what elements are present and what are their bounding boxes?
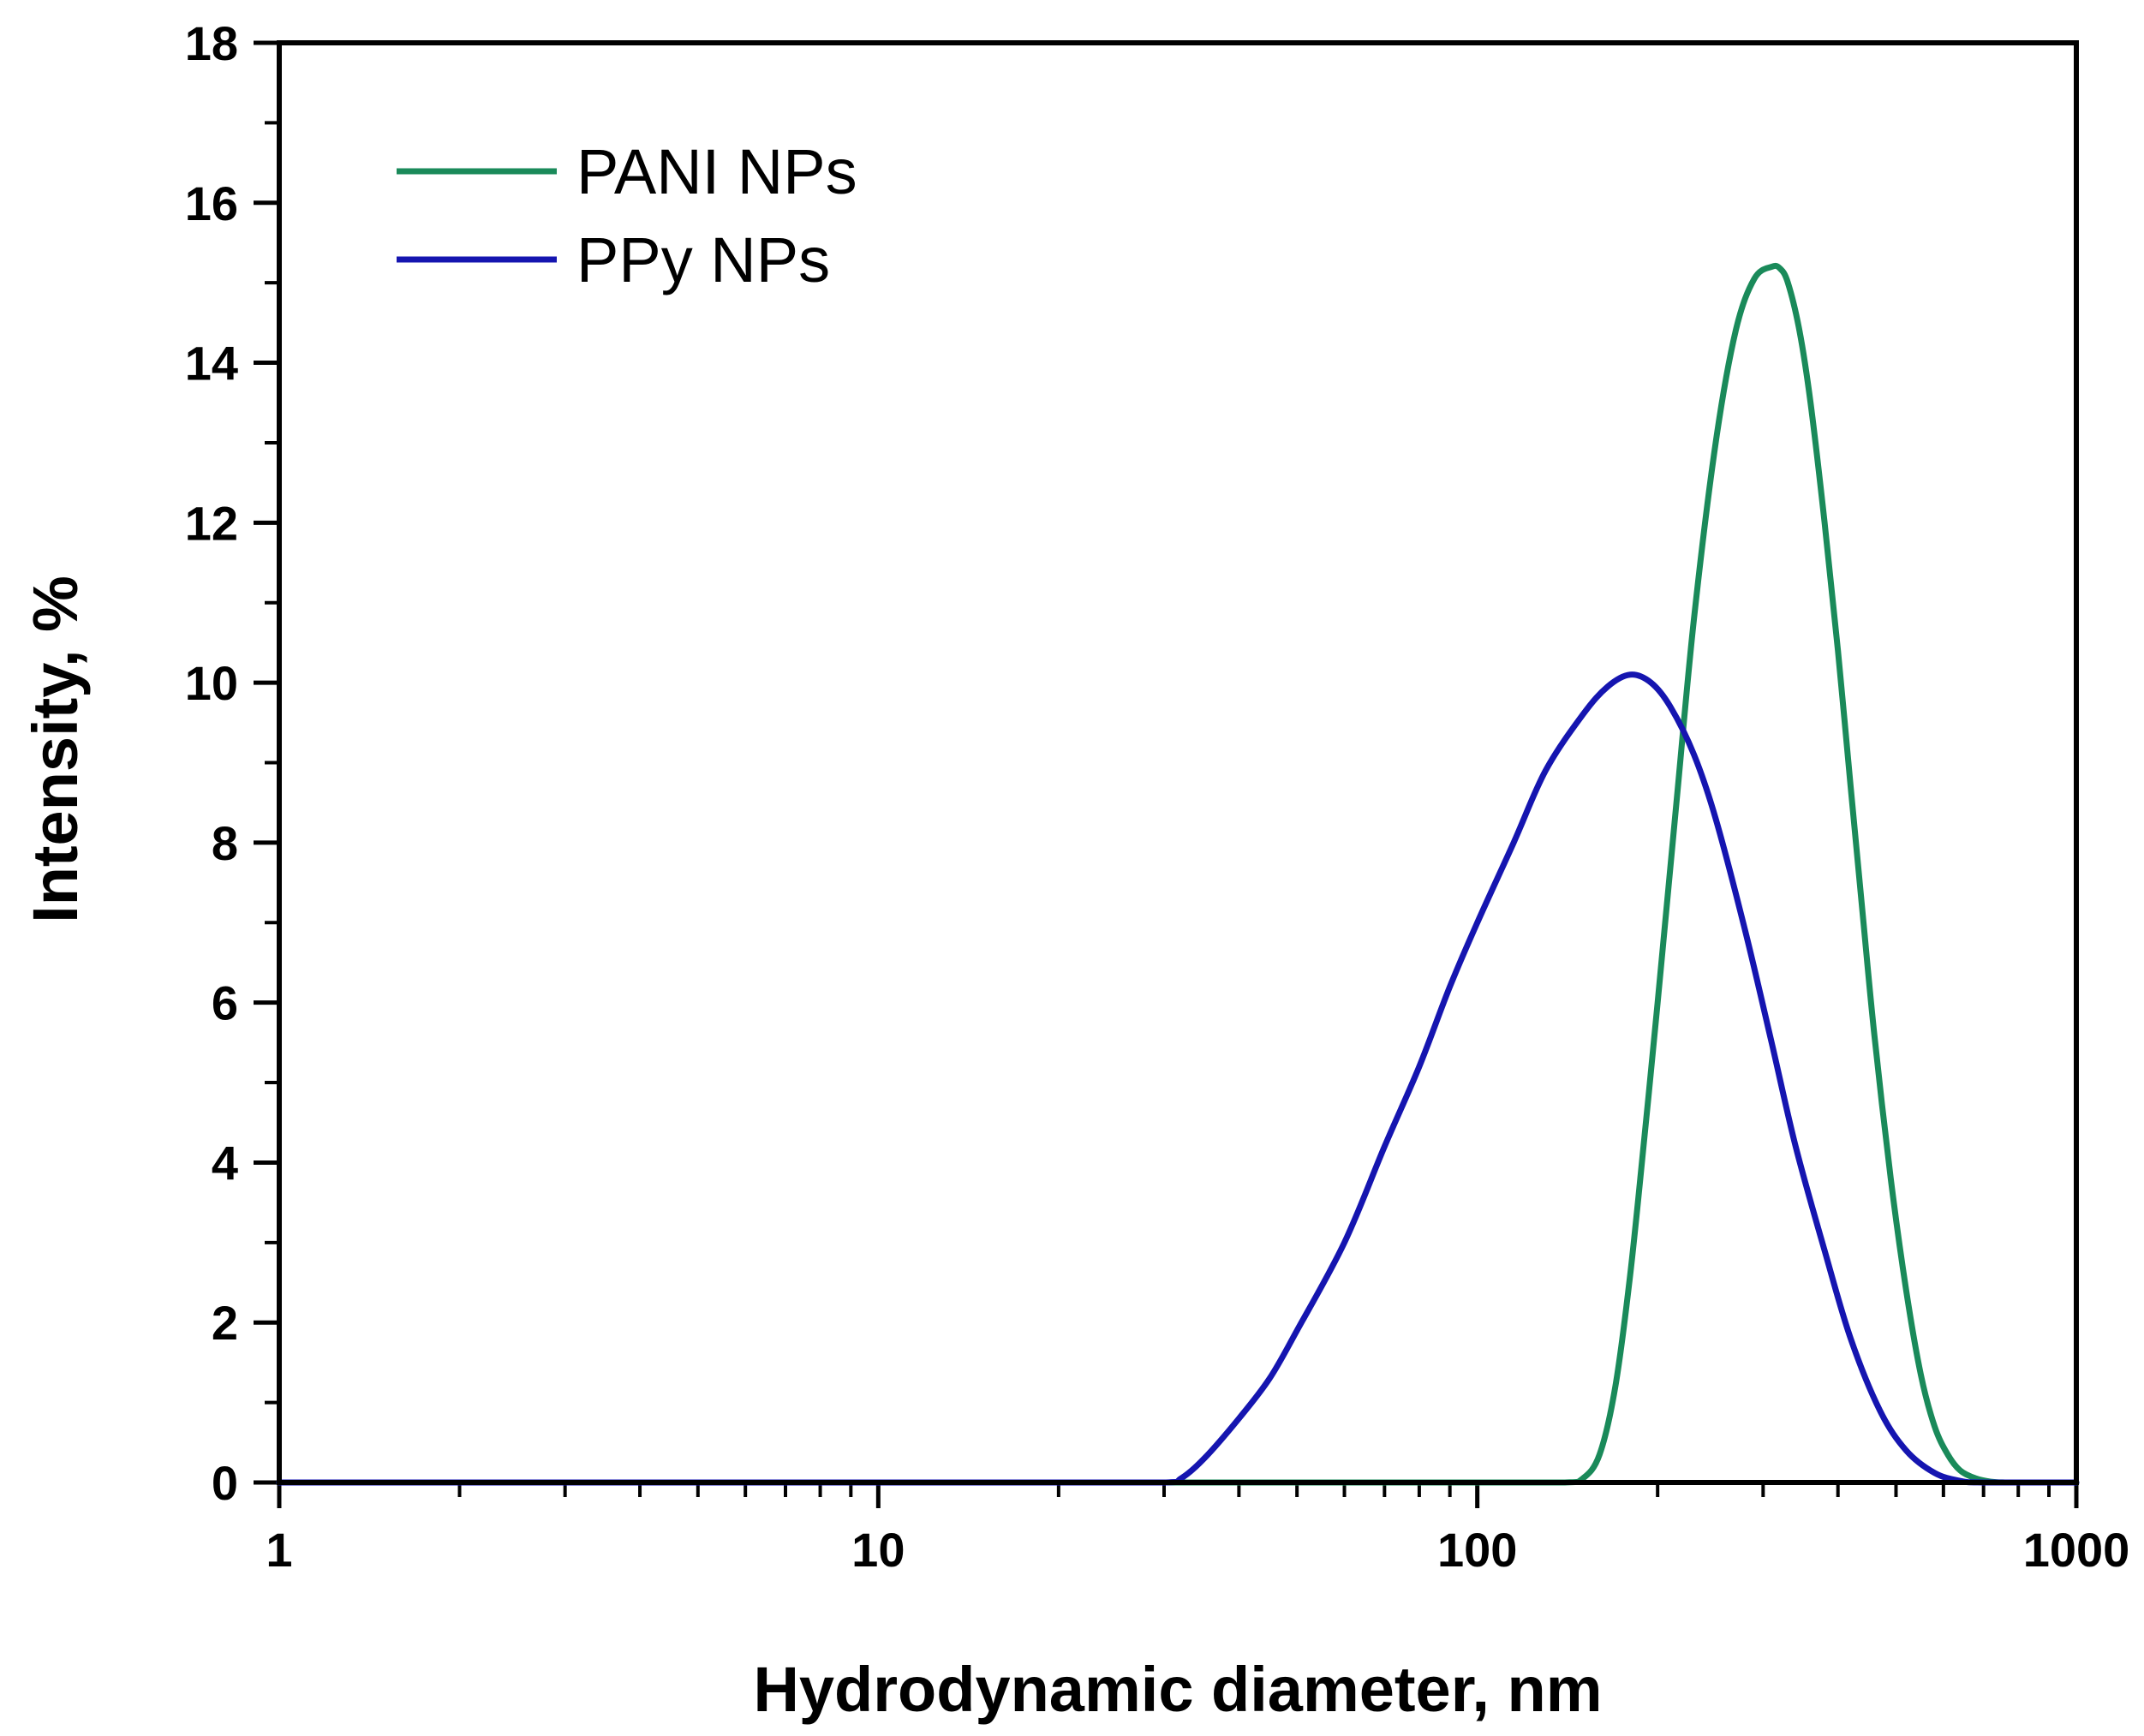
legend-label-pani-nps: PANI NPs [576, 136, 857, 207]
x-axis-title: Hydrodynamic diameter, nm [753, 1654, 1602, 1725]
labels-layer: 1 10 100 1000 0 2 4 6 8 10 12 14 16 18 [185, 16, 2130, 1577]
x-tick-label: 1 [266, 1523, 292, 1577]
y-tick-label: 0 [212, 1456, 238, 1510]
y-tick-label: 10 [185, 656, 238, 710]
y-tick-label: 18 [185, 16, 238, 70]
y-tick-label: 8 [212, 816, 238, 870]
y-tick-label: 6 [212, 976, 238, 1030]
series-line-pani-nps [276, 262, 2080, 1486]
y-axis-title: Intensity, % [20, 576, 91, 923]
series-layer [276, 262, 2080, 1486]
x-tick-label: 10 [851, 1523, 905, 1577]
legend-label-ppy-nps: PPy NPs [576, 224, 830, 295]
plot-frame [277, 40, 2079, 1485]
y-tick-label: 14 [185, 337, 238, 391]
y-tick-label: 4 [212, 1136, 238, 1190]
ticks-layer [254, 40, 2079, 1508]
y-tick-label: 16 [185, 176, 238, 230]
legend: PANI NPs PPy NPs [397, 136, 857, 295]
x-tick-label: 100 [1437, 1523, 1517, 1577]
x-tick-label: 1000 [2023, 1523, 2130, 1577]
y-tick-label: 12 [185, 496, 238, 550]
series-line-ppy-nps [276, 671, 2080, 1486]
y-tick-label: 2 [212, 1296, 238, 1350]
